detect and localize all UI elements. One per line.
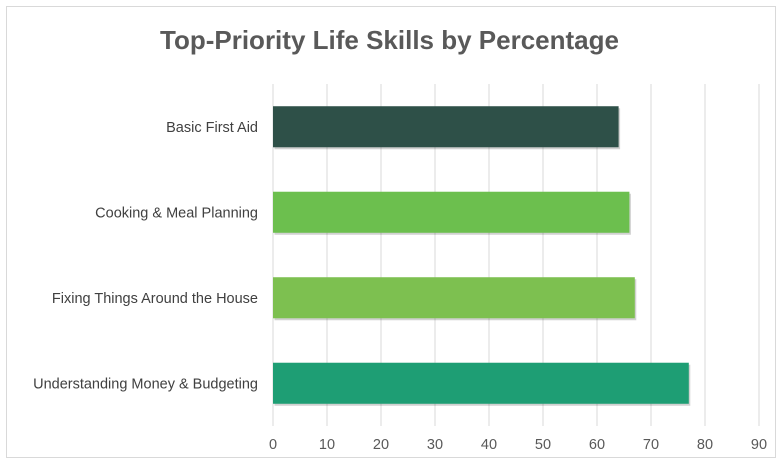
x-tick-label: 70 [643,437,659,453]
x-tick-label: 40 [481,437,497,453]
category-labels: Basic First Aid Cooking & Meal Planning Fi… [33,120,258,393]
x-tick-label: 10 [319,437,335,453]
chart-title: Top-Priority Life Skills by Percentage [160,25,619,55]
category-label: Cooking & Meal Planning [95,205,258,221]
x-tick-label: 80 [697,437,713,453]
category-label: Basic First Aid [166,120,258,136]
category-label: Understanding Money & Budgeting [33,376,258,392]
x-tick-label: 0 [269,437,277,453]
bar [273,362,689,404]
x-axis-tick-labels: 0 10 20 30 40 50 60 70 80 90 [269,437,767,453]
bar [273,191,630,233]
category-label: Fixing Things Around the House [52,291,258,307]
x-tick-label: 60 [589,437,605,453]
bars [273,106,691,406]
x-tick-label: 50 [535,437,551,453]
x-tick-label: 30 [427,437,443,453]
bar [273,277,635,319]
x-tick-label: 20 [373,437,389,453]
x-tick-label: 90 [751,437,767,453]
bar [273,106,619,148]
